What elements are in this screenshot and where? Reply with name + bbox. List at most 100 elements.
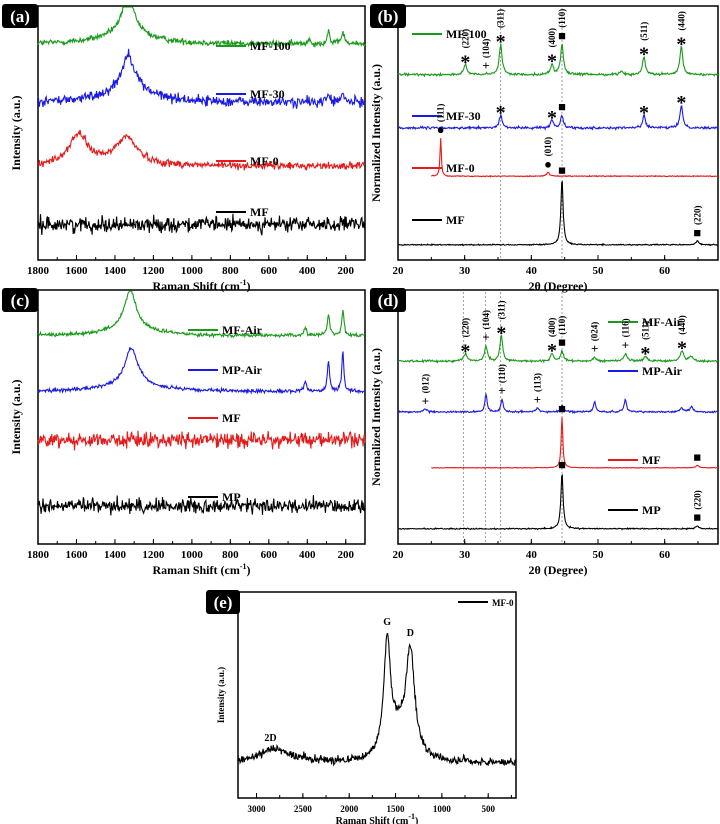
peak-marker: ● (544, 156, 552, 171)
y-axis-label: Normalized Intensity (a.u.) (369, 348, 383, 486)
y-axis-label: Intensity (a.u.) (216, 667, 226, 723)
peak-index-label: (311) (496, 300, 506, 319)
series-line-MF-0 (37, 129, 366, 171)
peak-marker: ■ (693, 225, 701, 240)
peak-marker: ■ (693, 510, 701, 525)
series-line-MF-Air (37, 290, 366, 339)
peak-marker: * (460, 51, 470, 73)
y-axis-label: Normalized Intensity (a.u.) (369, 64, 383, 202)
peak-marker: ■ (558, 99, 566, 114)
peak-index-label: (220) (460, 29, 470, 49)
peak-index-label: (311) (496, 9, 506, 28)
legend-label: MP-Air (642, 364, 683, 378)
panel-label: (d) (378, 291, 399, 310)
plot-frame (237, 591, 517, 799)
peak-index-label: (110) (497, 364, 507, 383)
peak-marker: ■ (693, 449, 701, 464)
peak-marker: ■ (558, 457, 566, 472)
x-tick-label: 20 (393, 549, 405, 561)
panel-label: (c) (11, 291, 30, 310)
legend-label: MF (446, 213, 465, 227)
series-line-MF-30 (397, 105, 719, 132)
series-line-MF-0 (431, 138, 719, 178)
series-line-MP-Air (37, 347, 366, 396)
legend-label: MF-30 (446, 109, 481, 123)
x-tick-label: 60 (659, 549, 671, 561)
x-tick-label: 50 (593, 265, 605, 277)
x-axis-label: 2θ (Degree) (528, 279, 587, 293)
panel-badge (370, 4, 406, 28)
legend-label: MF-0 (446, 161, 475, 175)
peak-index-label: (440) (676, 11, 686, 31)
series-line-MF-100 (37, 6, 366, 48)
x-tick-label: 200 (338, 549, 355, 561)
peak-index-label: (010) (543, 137, 553, 157)
x-tick-label: 1400 (104, 549, 127, 561)
x-tick-label: 60 (659, 265, 671, 277)
legend-label: MP (642, 503, 661, 517)
x-tick-label: 400 (299, 265, 316, 277)
peak-marker: * (639, 102, 649, 124)
x-tick-label: 50 (593, 549, 605, 561)
peak-marker: * (547, 107, 557, 129)
peak-marker: * (639, 44, 649, 66)
peak-marker: + (498, 383, 505, 398)
legend-label: MF (642, 453, 661, 467)
x-tick-label: 3000 (248, 804, 267, 814)
x-axis-label: Raman Shift (cm-1) (153, 562, 251, 577)
peak-label: 2D (264, 733, 276, 744)
series-line-MF (37, 213, 366, 236)
peak-marker: + (534, 392, 541, 407)
peak-index-label: (511) (640, 321, 650, 340)
x-tick-label: 200 (338, 265, 355, 277)
panel-label: (e) (214, 593, 233, 612)
x-tick-label: 1000 (433, 804, 452, 814)
peak-marker: + (422, 393, 429, 408)
peak-index-label: (400) (547, 28, 557, 48)
peak-marker: + (482, 329, 489, 344)
peak-label: G (383, 617, 391, 628)
plot-frame (397, 5, 719, 261)
x-tick-label: 40 (526, 549, 538, 561)
legend-label: MF-Air (642, 315, 683, 329)
x-tick-label: 2500 (294, 804, 313, 814)
plot-frame (397, 289, 719, 545)
peak-index-label: (110) (557, 9, 567, 28)
peak-marker: ■ (558, 401, 566, 416)
x-tick-label: 40 (526, 265, 538, 277)
series-line-MF-100 (397, 43, 719, 78)
series-line-MF (431, 417, 718, 469)
plot-frame (37, 289, 366, 545)
x-tick-label: 1500 (387, 804, 406, 814)
x-tick-label: 400 (299, 549, 316, 561)
panel-b: (b) 20 30 40 50 60 2θ (Degree) Normalized Inten… (369, 4, 719, 293)
peak-marker: * (676, 92, 686, 114)
x-tick-label: 1800 (27, 549, 50, 561)
peak-marker: ■ (558, 28, 566, 43)
x-tick-label: 2000 (340, 804, 359, 814)
peak-label: D (407, 628, 414, 639)
series-line-MF (397, 180, 719, 247)
peak-index-label: (111) (436, 104, 446, 123)
legend-label: MP-Air (222, 363, 263, 377)
legend-label: MF-30 (250, 87, 285, 101)
peak-index-label: (220) (692, 490, 702, 510)
panel-badge (2, 288, 38, 312)
x-tick-label: 500 (481, 804, 495, 814)
legend-label: MF (250, 205, 269, 219)
peak-index-label: (400) (547, 318, 557, 338)
legend-label: MF-100 (446, 27, 487, 41)
panel-a: (a)1800 1600 1400 1200 1000 800 600 400 200Raman… (2, 4, 366, 293)
peak-marker: * (677, 338, 687, 360)
peak-marker: + (482, 58, 489, 73)
series-line-MP (397, 473, 719, 531)
x-tick-label: 1000 (181, 549, 204, 561)
panel-badge (2, 4, 38, 28)
peak-marker: ● (437, 122, 445, 137)
series-line-MP (37, 495, 366, 516)
peak-marker: ■ (558, 335, 566, 350)
peak-index-label: (024) (590, 322, 600, 342)
x-tick-label: 1200 (142, 265, 165, 277)
y-axis-label: Intensity (a.u.) (9, 95, 23, 170)
x-tick-label: 1200 (142, 549, 165, 561)
